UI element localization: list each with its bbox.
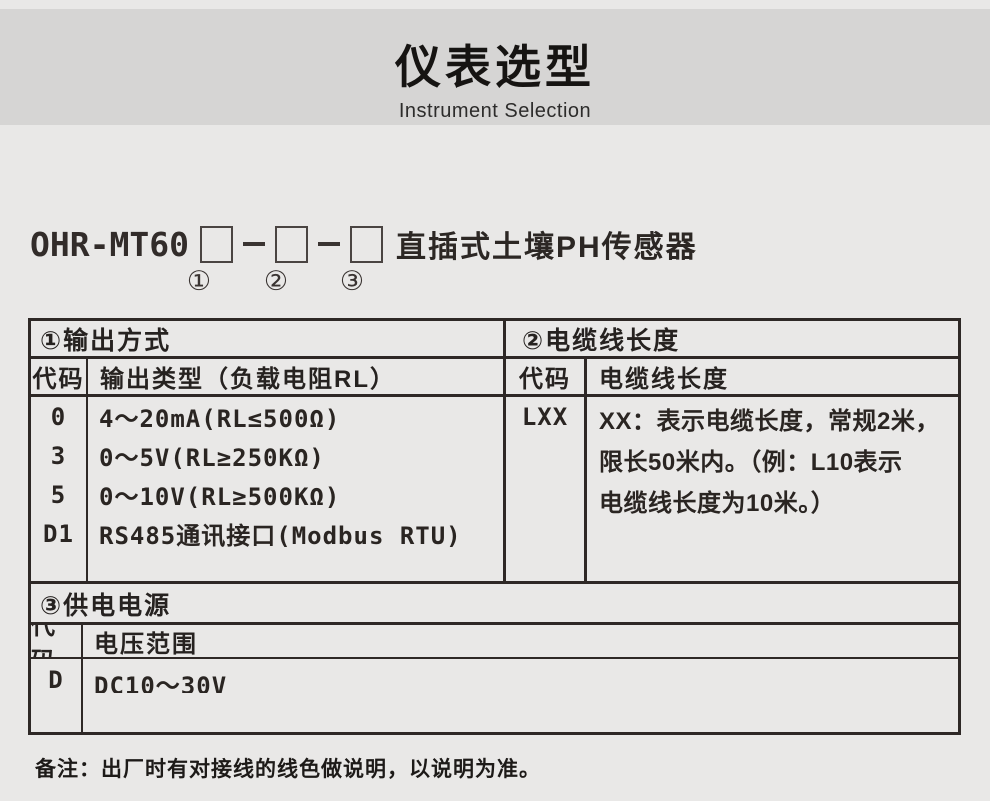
table-divider bbox=[584, 359, 587, 581]
model-code-box-3 bbox=[349, 225, 383, 263]
row-code: D bbox=[48, 666, 64, 693]
row-desc: XX：表示电缆长度，常规2米， 限长50米内。（例：L10表示 电缆线长度为10… bbox=[599, 401, 954, 524]
model-position-indices: ① ② ③ bbox=[0, 266, 990, 298]
section3-desc-header: 电压范围 bbox=[94, 630, 198, 658]
table-divider bbox=[31, 657, 958, 659]
model-code-box-2 bbox=[274, 225, 308, 263]
row-code: 0 bbox=[50, 402, 67, 431]
page-title: 仪表选型 bbox=[395, 41, 595, 93]
row-desc: RS485通讯接口(Modbus RTU) bbox=[99, 522, 462, 550]
section3-title-cell: ③供电电源 bbox=[31, 585, 958, 622]
section2-title-cell: ②电缆线长度 bbox=[506, 321, 958, 356]
section2-code-header: 代码 bbox=[519, 366, 571, 393]
table-divider bbox=[31, 356, 958, 359]
position-index-1: ① bbox=[186, 266, 212, 296]
position-index-2: ② bbox=[263, 266, 289, 296]
table-row: 5 0～10V(RL≥500KΩ) bbox=[31, 475, 503, 514]
desc-line: 限长50米内。（例：L10表示 bbox=[599, 449, 903, 476]
section3-code-header: 代码 bbox=[31, 625, 57, 657]
table-divider bbox=[503, 321, 506, 581]
model-code-box-1 bbox=[199, 225, 233, 263]
table-divider bbox=[31, 622, 958, 625]
position-index-3: ③ bbox=[339, 266, 365, 296]
row-desc: 0～10V(RL≥500KΩ) bbox=[99, 483, 341, 511]
table-divider bbox=[31, 394, 958, 397]
section1-desc-header: 输出类型（负载电阻RL） bbox=[100, 366, 396, 393]
model-suffix: 直插式土壤PH传感器 bbox=[395, 231, 698, 264]
row-code: LXX bbox=[521, 402, 569, 431]
desc-line: XX：表示电缆长度，常规2米， bbox=[599, 408, 940, 435]
header-band: 仪表选型 Instrument Selection bbox=[0, 9, 990, 125]
table-row: D1 RS485通讯接口(Modbus RTU) bbox=[31, 514, 503, 553]
footer-note: 备注：出厂时有对接线的线色做说明，以说明为准。 bbox=[35, 758, 541, 781]
row-desc: DC10～30V bbox=[94, 672, 228, 693]
table-row: 0 4～20mA(RL≤500Ω) bbox=[31, 397, 503, 436]
row-code: D1 bbox=[43, 519, 74, 548]
row-desc: 0～5V(RL≥250KΩ) bbox=[99, 444, 325, 472]
row-desc: 4～20mA(RL≤500Ω) bbox=[99, 405, 341, 433]
table-divider bbox=[81, 625, 83, 732]
model-ordering-line: OHR-MT60 直插式土壤PH传感器 bbox=[30, 222, 698, 266]
table-divider bbox=[31, 581, 958, 584]
dash-separator bbox=[242, 242, 265, 246]
table-divider bbox=[86, 359, 88, 581]
section1-title: ①输出方式 bbox=[40, 326, 172, 355]
section1-title-cell: ①输出方式 bbox=[31, 321, 503, 356]
section1-code-header: 代码 bbox=[32, 366, 85, 393]
dash-separator bbox=[317, 242, 340, 246]
desc-line: 电缆线长度为10米。） bbox=[599, 490, 836, 517]
row-code: 5 bbox=[50, 480, 67, 509]
page-subtitle: Instrument Selection bbox=[398, 100, 592, 122]
model-prefix: OHR-MT60 bbox=[30, 224, 189, 264]
selection-table: ①输出方式 代码 输出类型（负载电阻RL） 0 4～20mA(RL≤500Ω) … bbox=[28, 318, 961, 735]
table-row: 3 0～5V(RL≥250KΩ) bbox=[31, 436, 503, 475]
row-code: 3 bbox=[50, 441, 67, 470]
section2-title: ②电缆线长度 bbox=[522, 326, 681, 355]
section3-title: ③供电电源 bbox=[40, 591, 172, 620]
section2-desc-header: 电缆线长度 bbox=[599, 366, 729, 393]
